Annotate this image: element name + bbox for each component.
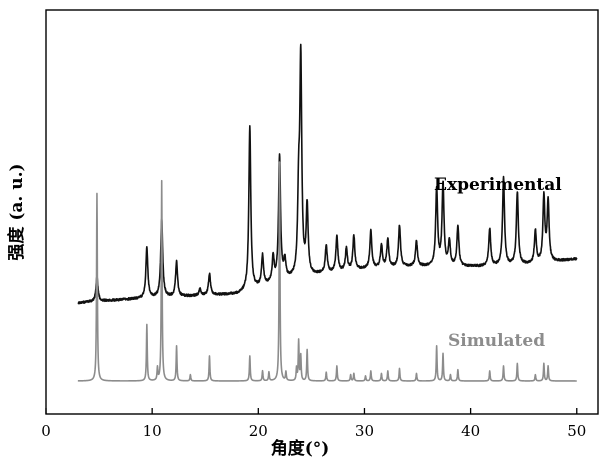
y-axis-title: 强度 (a. u.): [6, 163, 27, 260]
x-tick-label: 0: [41, 422, 51, 440]
x-tick-label: 20: [249, 422, 268, 440]
series-simulated-line: [77, 161, 578, 382]
x-axis-title: 角度(°): [271, 438, 330, 459]
x-tick-label: 10: [143, 422, 162, 440]
x-tick-label: 40: [461, 422, 480, 440]
plot-frame: [45, 9, 599, 415]
traces: [77, 43, 578, 382]
x-tick-label: 50: [567, 422, 586, 440]
x-tick-label: 30: [355, 422, 374, 440]
series-label-experimental: Experimental: [434, 175, 562, 195]
x-axis: 0 10 20 30 40 50: [41, 408, 586, 440]
series-label-simulated: Simulated: [448, 331, 545, 351]
